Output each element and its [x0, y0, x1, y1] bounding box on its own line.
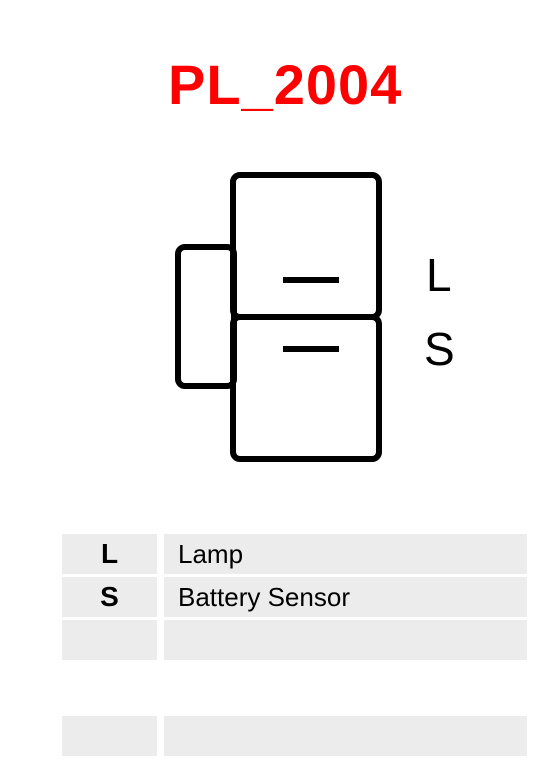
connector-cavity-top: [230, 172, 382, 320]
legend-symbol: [62, 716, 157, 756]
pin-label-s: S: [424, 322, 455, 376]
legend-symbol: L: [62, 534, 157, 574]
table-row: S Battery Sensor: [62, 577, 527, 617]
pin-mark-s: [283, 346, 339, 352]
legend-table: L Lamp S Battery Sensor: [62, 534, 527, 663]
legend-symbol: [62, 620, 157, 660]
legend-description: Battery Sensor: [164, 577, 527, 617]
pin-mark-l: [283, 277, 339, 283]
legend-table-secondary: [62, 716, 527, 759]
title-text: PL_2004: [168, 53, 402, 116]
table-row: [62, 716, 527, 756]
connector-tab: [175, 244, 237, 389]
connector-cavity-bottom: [230, 314, 382, 462]
diagram-title: PL_2004: [168, 52, 402, 117]
legend-description: [164, 716, 527, 756]
legend-symbol: S: [62, 577, 157, 617]
legend-description: Lamp: [164, 534, 527, 574]
legend-description: [164, 620, 527, 660]
table-row: L Lamp: [62, 534, 527, 574]
pin-label-l: L: [426, 248, 452, 302]
table-row: [62, 620, 527, 660]
